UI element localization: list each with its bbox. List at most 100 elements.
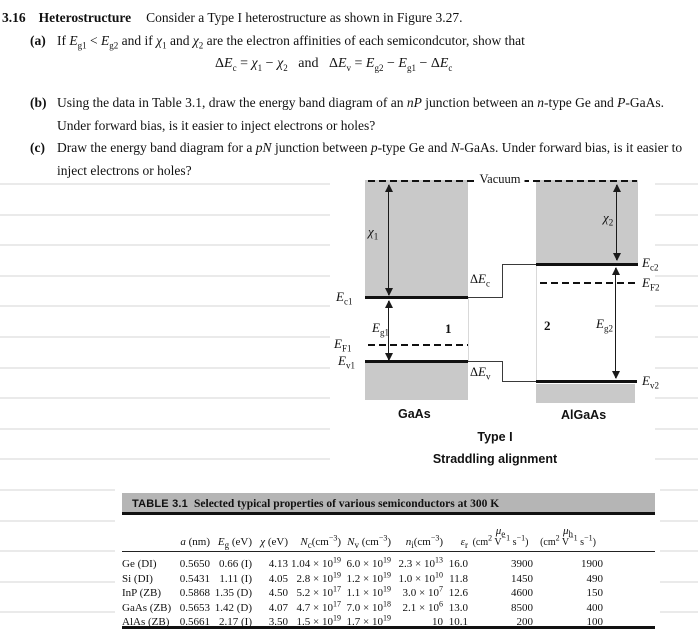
table-cell: 3.0 × 107 — [402, 584, 443, 600]
band-diagram-figure: Vacuum χ1 χ2 Ec1 ΔEc Ec2 EF2 EF1 Eg1 1 E… — [330, 168, 659, 482]
properties-table: TABLE 3.1 Selected typical properties of … — [115, 488, 660, 637]
table-cell: 1.7 × 1019 — [346, 613, 391, 628]
table-cell: 3.50 — [268, 615, 288, 628]
table-cell: 0.5661 — [179, 615, 210, 628]
table-cell: 4.50 — [268, 587, 288, 600]
delta-ec-label: ΔEc — [470, 271, 490, 289]
table-cell: 4600 — [511, 587, 533, 600]
ec1-label: Ec1 — [336, 289, 353, 307]
table-cell: 1.5 × 1019 — [296, 613, 341, 628]
table-cell: 0.5431 — [179, 572, 210, 585]
table-cell: 1.1 × 1019 — [346, 584, 391, 600]
conduction-step-vertical — [502, 264, 504, 298]
table-header-cell: Eg (eV) — [210, 516, 252, 552]
table-header-cell: μe (cm2 V−1 s−1) — [468, 516, 533, 552]
ec1-line — [365, 296, 468, 299]
part-b: (b) Using the data in Table 3.1, draw th… — [30, 91, 692, 137]
ef1-label: EF1 — [334, 336, 352, 354]
ef1-line — [368, 344, 468, 346]
table-cell: AlAs (ZB) — [122, 615, 170, 628]
ef2-label: EF2 — [642, 275, 660, 293]
equation: ΔEc = χ1 − χ2 and ΔEv = Eg2 − Eg1 − ΔEc — [215, 56, 453, 73]
valence-step-vertical — [502, 361, 504, 382]
table-cell: 4.07 — [268, 601, 288, 614]
table-cell: GaAs (ZB) — [122, 601, 172, 614]
table-cell: 5.2 × 1017 — [296, 584, 341, 600]
chi1-label: χ1 — [368, 224, 379, 242]
table-caption: Selected typical properties of various s… — [194, 498, 500, 510]
semiconductor-block-1-upper — [365, 180, 468, 298]
table-cell: 150 — [586, 587, 604, 600]
table-cell: 0.5653 — [179, 601, 210, 614]
material2-label: AlGaAs — [561, 408, 607, 422]
table-cell: 8500 — [511, 601, 533, 614]
table-rule-top — [122, 512, 655, 515]
table-row: InP (ZB) 0.5868 1.35 (D) 4.50 5.2 × 1017 1.1 … — [122, 585, 655, 599]
delta-ev-label: ΔEv — [470, 364, 491, 382]
table-cell: 10.1 — [448, 615, 468, 628]
ev1-line — [365, 360, 468, 363]
problem-title: Heterostructure — [38, 10, 132, 25]
table-row: AlAs (ZB) 0.5661 2.17 (I) 3.50 1.5 × 1019 1.7… — [122, 614, 655, 628]
region2-boundary-line — [536, 266, 537, 381]
chi2-label: χ2 — [603, 210, 614, 228]
chi2-arrow — [611, 184, 623, 261]
table-cell: 6.0 × 1019 — [346, 555, 391, 571]
table-cell: 16.0 — [448, 558, 468, 571]
table-cell: 1450 — [511, 572, 533, 585]
table-cell: 0.66 (I) — [219, 558, 252, 571]
eg2-label: Eg2 — [596, 316, 613, 334]
part-b-text: Using the data in Table 3.1, draw the en… — [57, 95, 665, 133]
table-row: GaAs (ZB) 0.5653 1.42 (D) 4.07 4.7 × 1017 7.0… — [122, 599, 655, 613]
table-cell: 1.35 (D) — [214, 587, 252, 600]
table-cell: 10 — [432, 615, 443, 628]
table-cell: 1.04 × 1019 — [291, 555, 341, 571]
table-header-cell: μh (cm2 V−1 s−1) — [533, 516, 655, 552]
ef2-line — [540, 282, 638, 284]
problem-heading: 3.16 Heterostructure Consider a Type I het… — [2, 6, 698, 29]
table-cell: InP (ZB) — [122, 587, 162, 600]
semiconductor-block-2-lower — [536, 384, 635, 403]
table-cell: 4.7 × 1017 — [296, 598, 341, 614]
table-cell: 1.0 × 1010 — [398, 570, 443, 585]
ev2-line — [536, 380, 637, 383]
table-row: Ge (DI) 0.5650 0.66 (I) 4.13 1.04 × 1019 6.0 … — [122, 552, 655, 571]
part-c: (c) Draw the energy band diagram for a p… — [30, 136, 692, 182]
table-header-row: a (nm) Eg (eV) χ (eV) Nc(cm−3) Nv (cm−3) ni(c… — [122, 516, 655, 552]
part-b-label: (b) — [30, 95, 47, 110]
table-header-cell: a (nm) — [172, 516, 210, 552]
table-cell: 200 — [516, 615, 534, 628]
part-c-label: (c) — [30, 140, 45, 155]
table-cell: 400 — [586, 601, 604, 614]
valence-step-horizontal-1 — [468, 361, 503, 363]
table-cell: 13.0 — [448, 601, 468, 614]
problem-number: 3.16 — [2, 10, 26, 25]
table-grid: a (nm) Eg (eV) χ (eV) Nc(cm−3) Nv (cm−3) ni(c… — [122, 516, 655, 628]
table-cell: 1.11 (I) — [219, 572, 252, 585]
conduction-step-horizontal-2 — [502, 264, 536, 266]
table-cell: Si (DI) — [122, 572, 153, 585]
region2-label: 2 — [544, 318, 551, 333]
table-cell: 3900 — [511, 558, 533, 571]
table-header-cell — [122, 516, 172, 552]
table-cell: 2.1 × 106 — [402, 598, 443, 614]
eg1-label: Eg1 — [372, 320, 389, 338]
table-title-bar: TABLE 3.1 Selected typical properties of … — [122, 493, 655, 512]
table-cell: 11.8 — [449, 572, 468, 585]
part-c-text: Draw the energy band diagram for a pN ju… — [57, 140, 683, 178]
eg2-arrow — [610, 267, 622, 379]
semiconductor-block-1-lower — [365, 363, 468, 400]
table-cell: 0.5868 — [179, 587, 210, 600]
ec2-label: Ec2 — [642, 255, 659, 273]
table-cell: 7.0 × 1018 — [346, 598, 391, 614]
part-a-label: (a) — [30, 33, 46, 48]
valence-step-horizontal-2 — [502, 381, 536, 383]
table-cell: 2.3 × 1013 — [398, 555, 443, 571]
table-cell: 0.5650 — [179, 558, 210, 571]
table-cell: 4.13 — [268, 558, 288, 571]
table-row: Si (DI) 0.5431 1.11 (I) 4.05 2.8 × 1019 1.2 ×… — [122, 570, 655, 585]
part-a: (a) If Eg1 < Eg2 and if χ1 and χ2 are th… — [30, 29, 692, 52]
table-rule-bottom — [122, 626, 655, 629]
region1-label: 1 — [445, 321, 452, 336]
